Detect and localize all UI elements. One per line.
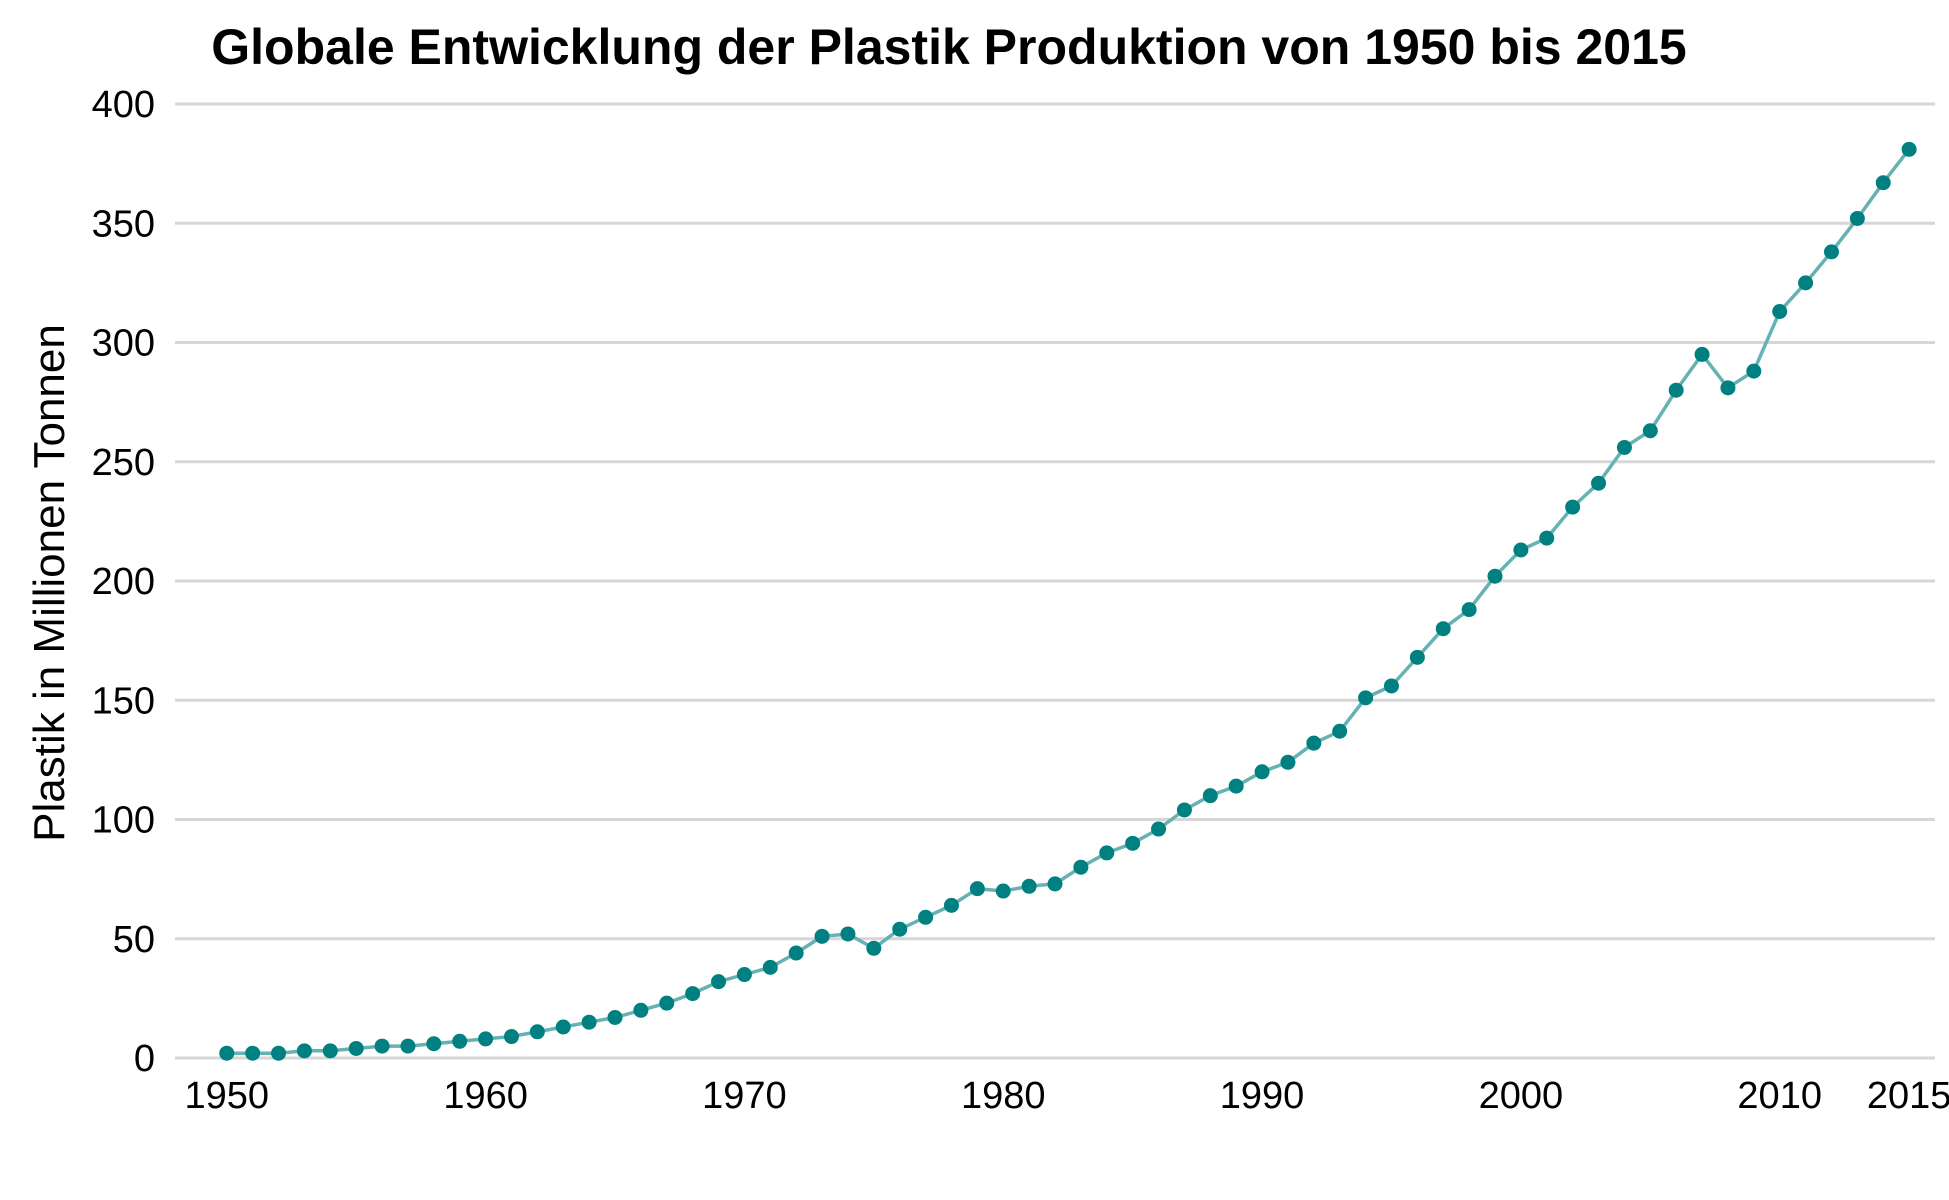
data-point [400,1038,416,1054]
data-point [1358,690,1374,706]
data-point [1099,845,1115,861]
data-point [1772,303,1788,319]
data-point [995,883,1011,899]
data-point [245,1045,261,1061]
data-point [1151,821,1167,837]
y-tick-label: 350 [92,203,155,245]
data-point [1849,210,1865,226]
data-point [529,1024,545,1040]
data-point [1176,802,1192,818]
data-point [1901,141,1917,157]
data-point [1720,380,1736,396]
data-point [1798,275,1814,291]
x-tick-label: 1970 [702,1075,787,1117]
data-point [633,1002,649,1018]
data-point [788,945,804,961]
x-axis-ticks: 1950 1960 1970 1980 1990 2000 2010 2015 [184,1075,1949,1117]
data-point [271,1045,287,1061]
data-point [296,1043,312,1059]
data-point [1332,723,1348,739]
chart-title: Globale Entwicklung der Plastik Produkti… [211,19,1686,75]
x-tick-label: 2010 [1737,1075,1822,1117]
data-point [478,1031,494,1047]
data-point [1306,735,1322,751]
x-tick-label: 1950 [184,1075,269,1117]
data-point [1539,530,1555,546]
data-point [685,986,701,1002]
data-point [219,1045,235,1061]
data-point [736,967,752,983]
y-tick-label: 50 [113,919,155,961]
data-point [1513,542,1529,558]
data-point [1591,475,1607,491]
data-point [1487,568,1503,584]
y-tick-label: 200 [92,561,155,603]
data-point [866,940,882,956]
data-point [1435,621,1451,637]
data-point [762,959,778,975]
x-tick-label: 1960 [443,1075,528,1117]
series-line [226,148,1911,1055]
data-point [1280,754,1296,770]
data-point [892,921,908,937]
y-tick-label: 150 [92,680,155,722]
data-point [1694,346,1710,362]
y-tick-label: 400 [92,84,155,126]
data-point [1202,788,1218,804]
data-point [322,1043,338,1059]
data-point [503,1029,519,1045]
data-point [1125,835,1141,851]
data-point [840,926,856,942]
data-point [918,909,934,925]
data-point [348,1040,364,1056]
y-tick-label: 0 [134,1038,155,1080]
data-point [1746,363,1762,379]
data-point [1565,499,1581,515]
data-point [1875,175,1891,191]
data-point [711,974,727,990]
data-point [452,1033,468,1049]
data-point [1073,859,1089,875]
y-tick-label: 100 [92,800,155,842]
data-point [1383,678,1399,694]
data-point [969,881,985,897]
x-tick-label: 1990 [1220,1075,1305,1117]
data-point [943,897,959,913]
data-point [1047,876,1063,892]
data-point [374,1038,390,1054]
data-point [1823,244,1839,260]
x-tick-label: 2015 [1867,1075,1949,1117]
data-point [814,928,830,944]
y-tick-label: 250 [92,442,155,484]
data-point [1668,382,1684,398]
data-point [1409,649,1425,665]
data-point [1254,764,1270,780]
data-point [607,1009,623,1025]
y-axis-label: Plastik in Millionen Tonnen [25,324,74,842]
gridlines [175,102,1935,1060]
data-point [1616,439,1632,455]
data-point [1642,423,1658,439]
x-tick-label: 2000 [1479,1075,1564,1117]
data-point [1021,878,1037,894]
series-production [219,141,1917,1061]
data-point [555,1019,571,1035]
data-point [1228,778,1244,794]
data-point [426,1036,442,1052]
x-tick-label: 1980 [961,1075,1046,1117]
data-point [659,995,675,1011]
data-point [1461,602,1477,618]
y-axis-ticks: 0 50 100 150 200 250 300 350 400 [92,84,155,1080]
data-point [581,1014,597,1030]
y-tick-label: 300 [92,323,155,365]
